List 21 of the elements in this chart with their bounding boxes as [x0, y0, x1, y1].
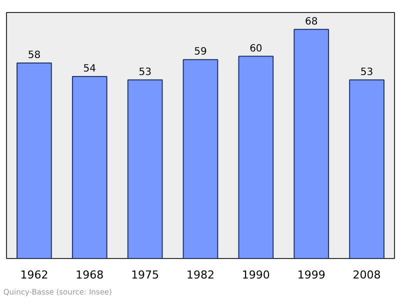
data-label: 68 [304, 16, 318, 28]
bar [182, 59, 218, 258]
x-tick-label: 1990 [242, 268, 270, 282]
x-tick-label: 1962 [20, 268, 48, 282]
data-label: 59 [194, 46, 207, 58]
bar [16, 62, 52, 258]
x-tick-label: 2008 [352, 268, 381, 282]
x-tick-label: 1982 [186, 268, 215, 282]
bar [238, 56, 274, 258]
data-label: 60 [250, 43, 262, 54]
data-label: 53 [360, 66, 374, 78]
data-label: 53 [138, 66, 152, 78]
bar [294, 28, 330, 258]
x-tick-label: 1999 [297, 268, 326, 282]
data-label: 58 [28, 50, 41, 62]
bar [349, 79, 384, 258]
x-tick-label: 1968 [76, 268, 104, 282]
bar [72, 76, 108, 258]
data-label: 54 [83, 64, 96, 75]
bar [127, 79, 163, 258]
x-tick-label: 1975 [131, 268, 160, 282]
